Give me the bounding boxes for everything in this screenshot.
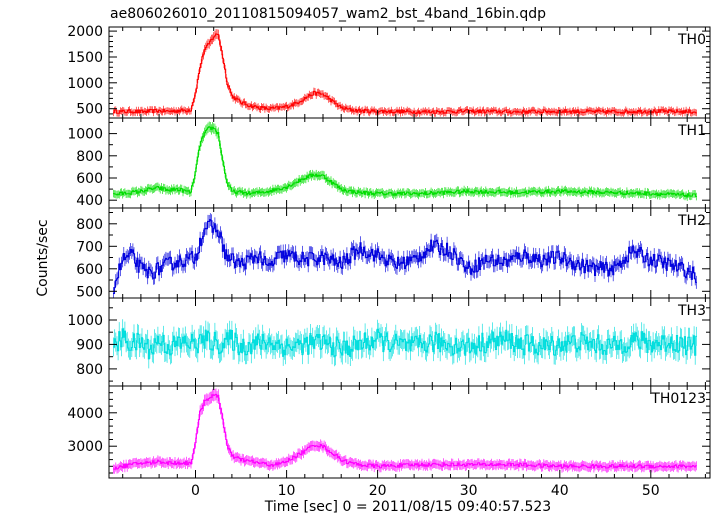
chart-title: ae806026010_20110815094057_wam2_bst_4ban… xyxy=(110,6,546,22)
x-tick-label: 30 xyxy=(460,483,478,499)
panel-label: TH2 xyxy=(677,213,706,229)
y-tick-label: 400 xyxy=(76,193,103,209)
series-th1 xyxy=(113,126,697,198)
panel-label: TH1 xyxy=(677,123,706,139)
x-tick-label: 40 xyxy=(551,483,569,499)
y-tick-label: 700 xyxy=(76,239,103,255)
series-th0 xyxy=(113,33,697,114)
series-th0-errors xyxy=(113,29,697,117)
panel-th0: 500 1000 1500 2000 TH0 xyxy=(67,24,711,119)
series-th0123 xyxy=(113,393,697,470)
y-tick-label: 2000 xyxy=(67,24,103,40)
y-tick-label: 600 xyxy=(76,171,103,187)
y-tick-label: 800 xyxy=(76,149,103,165)
y-axis-label: Counts/sec xyxy=(35,219,51,296)
series-th3 xyxy=(113,328,697,360)
y-tick-label: 1000 xyxy=(67,76,103,92)
y-tick-label: 3000 xyxy=(67,439,103,455)
y-tick-label: 1000 xyxy=(67,127,103,143)
y-tick-label: 4000 xyxy=(67,406,103,422)
y-tick-label: 1500 xyxy=(67,50,103,66)
x-axis-label: Time [sec] 0 = 2011/08/15 09:40:57.523 xyxy=(264,499,551,515)
panel-th0123: 3000 4000 TH0123 xyxy=(67,385,711,479)
panel-frame xyxy=(108,385,711,479)
series-th1-errors xyxy=(113,121,697,201)
y-tick-label: 500 xyxy=(76,284,103,300)
panel-th2: 500 600 700 800 TH2 xyxy=(76,207,711,300)
y-tick-label: 500 xyxy=(76,102,103,118)
y-tick-label: 1000 xyxy=(67,313,103,329)
x-tick-label: 10 xyxy=(278,483,296,499)
panel-label: TH0 xyxy=(677,32,706,48)
y-tick-label: 800 xyxy=(76,362,103,378)
x-tick-label: 0 xyxy=(191,483,200,499)
panel-label: TH0123 xyxy=(650,391,706,407)
y-tick-label: 900 xyxy=(76,337,103,353)
panel-label: TH3 xyxy=(677,303,706,319)
panel-th3: 800 900 1000 TH3 xyxy=(67,297,711,387)
series-th0123-errors xyxy=(113,388,697,474)
x-tick-label: 50 xyxy=(642,483,660,499)
x-tick-label: 20 xyxy=(369,483,387,499)
y-tick-label: 800 xyxy=(76,217,103,233)
series-th2-errors xyxy=(113,213,697,298)
series-th2 xyxy=(113,219,697,294)
y-tick-label: 600 xyxy=(76,262,103,278)
panel-th1: 400 600 800 1000 TH1 xyxy=(67,117,711,209)
